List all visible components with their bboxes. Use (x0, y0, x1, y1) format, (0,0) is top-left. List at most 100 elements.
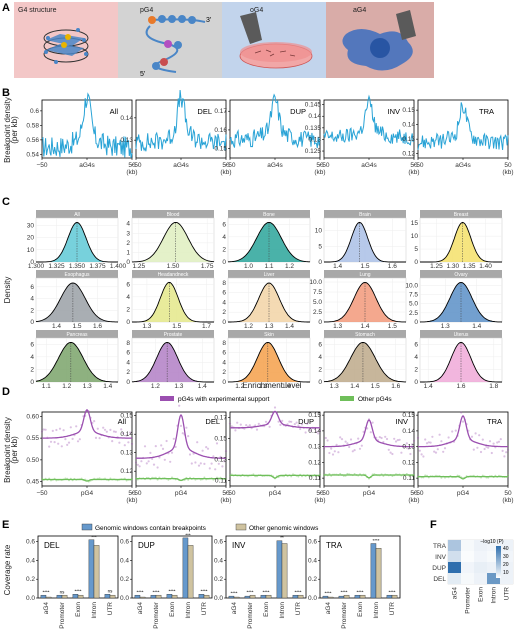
panel-e-bar-other (249, 594, 256, 599)
panel-d-ytick-label: 0.13 (402, 444, 415, 451)
panel-f-cell (461, 573, 474, 584)
panel-b-xtick-label: aG4s (79, 162, 95, 169)
panel-e-ytick-label: 0.6 (120, 539, 129, 546)
panel-c-xtick-label: 1.5 (388, 323, 397, 330)
panel-c-ytick-label: 5.0 (409, 301, 418, 308)
panel-c-xtick-label: 1.4 (360, 323, 369, 330)
panel-d-point-support (496, 441, 499, 444)
panel-d-point-support (215, 442, 219, 445)
panel-d-point-support (398, 438, 401, 441)
panel-a-g4-title: G4 structure (18, 7, 57, 14)
panel-c-xtick-label: 1.2 (62, 383, 71, 390)
panel-d-xtick-label: −50 (318, 490, 329, 497)
panel-d-series-support-inv (324, 419, 414, 448)
panel-c-strip-uterus (420, 330, 502, 338)
panel-d-point-support (424, 438, 427, 441)
panel-e-bar-breakpoint (386, 594, 393, 599)
panel-c-ytick-label: 2 (318, 366, 322, 373)
panel-b-xtick-label: aG4s (173, 162, 189, 169)
panel-d-point-support (206, 447, 210, 450)
panel-d-xtick-label-line: (kb) (314, 497, 325, 504)
panel-c-curve-blood (132, 221, 215, 263)
panel-d-point-support (165, 439, 168, 443)
panel-c-ytick-label: 4 (222, 234, 226, 241)
panel-c-xtick-label: 1.300 (28, 263, 45, 270)
panel-d-point-support (114, 430, 117, 433)
panel-label-f: F (430, 519, 437, 531)
panel-c-ytick-label: 0 (30, 259, 34, 266)
panel-e-ytick-label: 0.0 (308, 595, 317, 602)
panel-b-xtick-label-line: 50 (504, 162, 512, 169)
panel-c-density-headandneck (132, 282, 214, 322)
panel-f-cell (448, 562, 461, 573)
panel-c-strip-label-ovary: Ovary (454, 272, 468, 278)
panel-d-point-support (149, 451, 152, 454)
panel-d-point-support (120, 428, 123, 431)
panel-c-curve-brain (324, 221, 406, 263)
panel-e-title-del: DEL (44, 541, 60, 550)
panel-c-ytick-label: 0 (126, 379, 130, 386)
panel-d-point-support (127, 441, 130, 444)
panel-b-xtick-label: −50 (130, 162, 141, 169)
panel-d-point-support (438, 433, 441, 436)
panel-d-point-support (71, 437, 74, 440)
panel-e-bar-breakpoint (134, 594, 141, 599)
panel-d-point-support (66, 443, 69, 446)
panel-d-point-support (481, 438, 484, 441)
panel-c-xtick-label: 1.25 (133, 263, 146, 270)
panel-d-point-support (411, 443, 414, 446)
panel-e-bar-breakpoint (338, 595, 345, 599)
panel-d-title-all: All (118, 417, 127, 426)
panel-c-ylabel-line: Density (3, 277, 12, 304)
panel-d-legend-support: pG4s with experimental support (178, 396, 270, 403)
panel-d-xtick-label-line: pG4 (457, 490, 470, 497)
panel-d-point-support (385, 437, 389, 441)
panel-c-ytick-label: 10.0 (309, 279, 322, 286)
panel-d-xtick-label-line: 50 (504, 490, 512, 497)
panel-d-point-support (190, 462, 193, 465)
panel-d-point-support (461, 420, 465, 423)
panel-d-point-support (245, 424, 248, 427)
panel-d-xtick-label-line: 50 (222, 490, 230, 497)
panel-c-xtick-label: 1.3 (333, 323, 342, 330)
panel-b-series-all (41, 92, 133, 159)
panel-c-strip-label-prostate: Prostate (164, 332, 183, 338)
panel-d-xtick-label-line: 50 (410, 490, 418, 497)
panel-e-bar-other (233, 596, 240, 599)
panel-d-point-support (194, 461, 197, 464)
panel-d-point-support (138, 465, 141, 468)
panel-e-sig-label: *** (185, 532, 191, 537)
panel-e-xtick-label: Promoter (153, 601, 160, 629)
panel-c-ytick-label: 2 (222, 369, 226, 376)
panel-e-bar-other (93, 545, 100, 599)
panel-c-strip-esophagus (36, 270, 118, 278)
panel-d-xtick-label: 50 (kb) (126, 490, 137, 504)
panel-e-legend-swatch-other (235, 523, 247, 531)
panel-c-xtick-label: 1.5 (371, 383, 380, 390)
panel-d-point-support (483, 447, 486, 451)
panel-d-point-support (161, 447, 165, 450)
panel-b-xtick-label-line: (kb) (220, 169, 231, 176)
panel-d-point-support (255, 428, 259, 431)
panel-e-bar-breakpoint (72, 594, 79, 599)
panel-d-point-support (451, 430, 454, 433)
panel-d-xtick-label: pG4 (81, 490, 94, 497)
panel-e-bar-other (391, 594, 398, 599)
panel-d-ytick-label: 0.11 (215, 478, 228, 485)
panel-c-xtick-label: 1.3 (441, 323, 450, 330)
panel-e-xtick-label: aG4 (325, 602, 332, 615)
panel-d-point-support (506, 448, 510, 451)
panel-e-bar-breakpoint (166, 594, 173, 599)
panel-d-title-del: DEL (205, 417, 220, 426)
panel-e-xtick-label: aG4 (137, 602, 144, 615)
panel-d-point-support (170, 451, 174, 454)
panel-d-point-support (293, 423, 296, 426)
panel-c-ytick-label: 2 (222, 246, 226, 253)
panel-d-point-support (434, 451, 438, 454)
panel-e-bar-other (375, 548, 382, 599)
panel-c-strip-label-stomach: Stomach (355, 332, 375, 338)
panel-b-xtick-label-line: (kb) (408, 169, 419, 176)
panel-c-density-esophagus (36, 283, 118, 322)
panel-c-ytick-label: 1 (126, 249, 130, 256)
